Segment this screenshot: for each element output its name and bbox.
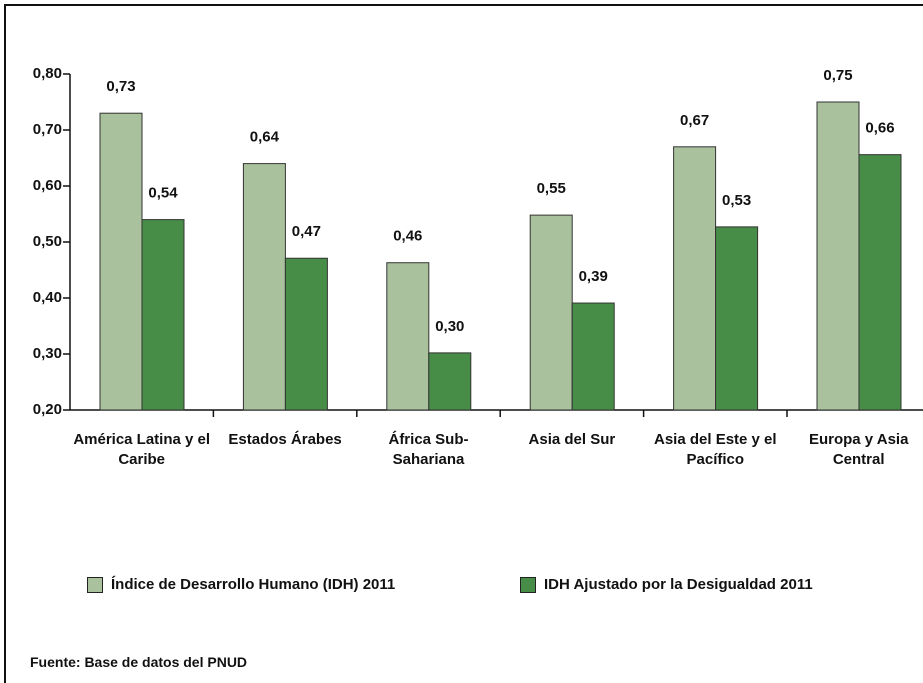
bar [571,302,615,411]
bar [242,163,286,411]
x-tick-label: Europa y Asia Central [808,431,909,468]
legend-swatch [520,576,536,593]
frame [4,4,923,683]
bar [858,154,902,411]
value-label: 0,30 [435,318,464,335]
y-tick-label: 0,50 [33,233,62,250]
value-label: 0,39 [579,268,608,285]
value-label: 0,64 [250,129,280,146]
value-label: 0,67 [680,112,709,129]
value-label: 0,53 [722,192,751,209]
value-label: 0,54 [148,185,178,202]
value-label: 0,47 [292,223,321,240]
x-tick-label: Asia del Este y el Pacífico [654,431,777,468]
value-label: 0,66 [865,120,894,137]
y-tick-label: 0,20 [33,401,62,418]
y-tick-label: 0,30 [33,345,62,362]
legend-item: IDH Ajustado por la Desigualdad 2011 [520,576,813,593]
legend-item: Índice de Desarrollo Humano (IDH) 2011 [87,576,395,593]
bar [428,352,472,411]
value-label: 0,46 [393,228,422,245]
bar [529,214,573,411]
bar [715,226,759,411]
y-tick-label: 0,70 [33,121,62,138]
x-tick-label: África Sub-Sahariana [388,431,469,468]
bar [284,257,328,411]
bar [673,146,717,411]
legend-label: IDH Ajustado por la Desigualdad 2011 [544,576,813,593]
source: Fuente: Base de datos del PNUD [30,654,248,670]
x-tick-label: Estados Árabes [228,431,342,448]
bar [141,219,185,411]
bar [386,262,430,411]
value-label: 0,55 [537,180,566,197]
y-tick-label: 0,60 [33,177,62,194]
value-label: 0,75 [823,67,852,84]
y-tick-label: 0,40 [33,289,62,306]
bar [99,112,143,411]
value-label: 0,73 [106,78,135,95]
legend-swatch [87,576,103,593]
y-tick-label: 0,80 [33,65,62,82]
legend-label: Índice de Desarrollo Humano (IDH) 2011 [111,576,396,593]
x-tick-label: América Latina y el Caribe [73,431,211,468]
bar [816,101,860,411]
x-tick-label: Asia del Sur [528,431,616,448]
